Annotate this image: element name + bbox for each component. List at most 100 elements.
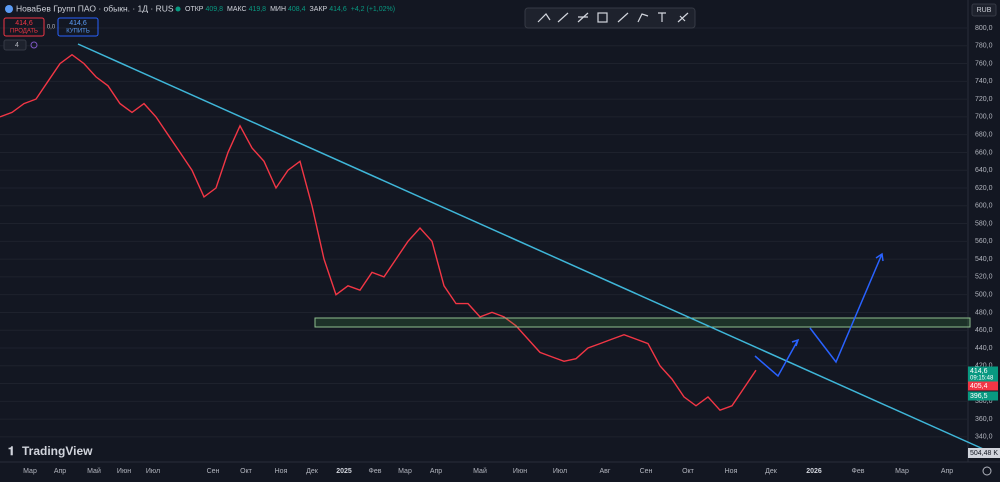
price-tick-label: 800,0 — [975, 25, 993, 32]
volume-tag: 504,48 K — [970, 450, 998, 457]
sell-price: 414,6 — [15, 20, 33, 27]
ohlc-change: +4,2 (+1,02%) — [351, 6, 395, 13]
settings-icon[interactable] — [982, 466, 992, 476]
arrow-head — [791, 338, 800, 347]
indicator-icon[interactable] — [30, 41, 38, 49]
price-tag: 396,5 — [970, 393, 988, 400]
time-tick-label: Мар — [398, 468, 412, 475]
price-line — [0, 53, 757, 412]
price-tick-label: 540,0 — [975, 256, 993, 263]
price-tick-label: 360,0 — [975, 416, 993, 423]
price-tag-bg — [968, 391, 998, 401]
tool-icon[interactable] — [577, 12, 589, 23]
price-tick-label: 580,0 — [975, 220, 993, 227]
buy-label: КУПИТЬ — [66, 29, 90, 35]
time-tick-label: Май — [87, 467, 101, 475]
ohlc-value: 414,6 — [329, 6, 347, 13]
tool-icon[interactable] — [677, 12, 689, 23]
price-tick-label: 700,0 — [975, 114, 993, 121]
price-tag-time: 09:15:48 — [970, 376, 994, 382]
time-tick-label: Ноя — [275, 468, 288, 475]
arrow-head — [875, 252, 884, 262]
buy-price: 414,6 — [69, 20, 87, 27]
time-tick-label: Ноя — [725, 468, 738, 475]
time-tick-label: Сен — [207, 468, 220, 475]
toolbar — [524, 7, 696, 29]
time-tick-label: Дек — [765, 468, 778, 475]
brand-logo: 𝟏 — [8, 444, 15, 458]
price-tick-label: 420,0 — [975, 363, 993, 370]
forecast-arrow-2 — [809, 253, 883, 364]
time-tick-label: Фев — [369, 468, 382, 475]
tool-icon[interactable] — [597, 12, 608, 23]
time-tick-label: Окт — [240, 468, 253, 475]
price-tag-bg — [968, 366, 998, 383]
brand: TradingView — [22, 444, 93, 458]
currency-button[interactable] — [971, 3, 997, 17]
price-tick-label: 720,0 — [975, 96, 993, 103]
volume-tag-bg — [968, 448, 1000, 458]
time-tick-label: 2026 — [806, 468, 822, 475]
price-tag: 414,6 — [970, 368, 988, 375]
tool-icon[interactable] — [637, 13, 649, 23]
time-tick-label: Июн — [117, 468, 131, 475]
sell-label: ПРОДАТЬ — [10, 29, 38, 35]
plot — [0, 27, 968, 438]
price-tag: 405,4 — [970, 383, 988, 390]
tool-icon[interactable] — [617, 12, 629, 23]
price-tick-label: 480,0 — [975, 309, 993, 316]
price-tick-label: 460,0 — [975, 327, 993, 334]
time-tick-label: Фев — [852, 468, 865, 475]
ohlc-label: ОТКР — [185, 6, 204, 13]
time-tick-label: Май — [473, 467, 487, 475]
time-tick-label: Апр — [941, 468, 953, 475]
time-tick-label: Июл — [553, 468, 567, 475]
price-tick-label: 680,0 — [975, 132, 993, 139]
toolbar-bg — [524, 7, 696, 29]
time-tick-label: Июн — [513, 468, 527, 475]
price-tick-label: 640,0 — [975, 167, 993, 174]
symbol-title[interactable]: НоваБев Групп ПАО · обыкн. · 1Д · RUS — [16, 3, 174, 13]
ohlc-value: 409,8 — [205, 6, 223, 13]
time-tick-label: Сен — [640, 468, 653, 475]
price-tick-label: 620,0 — [975, 185, 993, 192]
price-tick-label: 760,0 — [975, 60, 993, 67]
buy-button[interactable] — [57, 17, 99, 37]
time-tick-label: Окт — [682, 468, 695, 475]
sell-button[interactable] — [3, 17, 45, 37]
price-tick-label: 780,0 — [975, 43, 993, 50]
spread: 0,0 — [47, 25, 56, 31]
tool-icon[interactable] — [537, 13, 551, 23]
price-tick-label: 440,0 — [975, 345, 993, 352]
price-tick-label: 520,0 — [975, 274, 993, 281]
price-tick-label: 740,0 — [975, 78, 993, 85]
tool-icon[interactable] — [658, 12, 666, 22]
time-tick-label: Мар — [23, 468, 37, 475]
price-tick-label: 560,0 — [975, 238, 993, 245]
ohlc-value: 408,4 — [288, 6, 306, 13]
time-tick-label: Авг — [600, 468, 611, 475]
currency: RUB — [977, 7, 992, 14]
ohlc-label: МИН — [270, 6, 286, 13]
time-tick-label: Дек — [306, 468, 319, 475]
time-tick-label: 2025 — [336, 468, 352, 475]
time-tick-label: Мар — [895, 468, 909, 475]
price-tick-label: 660,0 — [975, 149, 993, 156]
time-tick-label: Июл — [146, 468, 160, 475]
status-dot — [175, 6, 181, 12]
indicators-count: 4 — [15, 42, 19, 49]
ohlc-value: 419,8 — [249, 6, 267, 13]
time-tick-label: Апр — [430, 468, 442, 475]
ohlc: ОТКР 409,8 МАКС 419,8 МИН 408,4 ЗАКР 414,6 +4,2 … — [185, 6, 395, 13]
indicators-toggle[interactable] — [3, 39, 27, 51]
ohlc-label: МАКС — [227, 6, 247, 13]
price-tick-label: 500,0 — [975, 292, 993, 299]
time-tick-label: Апр — [54, 468, 66, 475]
trend-line — [77, 43, 991, 453]
zone — [314, 317, 971, 328]
symbol-logo — [5, 5, 13, 13]
price-tick-label: 380,0 — [975, 398, 993, 405]
tool-icon[interactable] — [557, 12, 569, 23]
ohlc-label: ЗАКР — [310, 6, 328, 13]
